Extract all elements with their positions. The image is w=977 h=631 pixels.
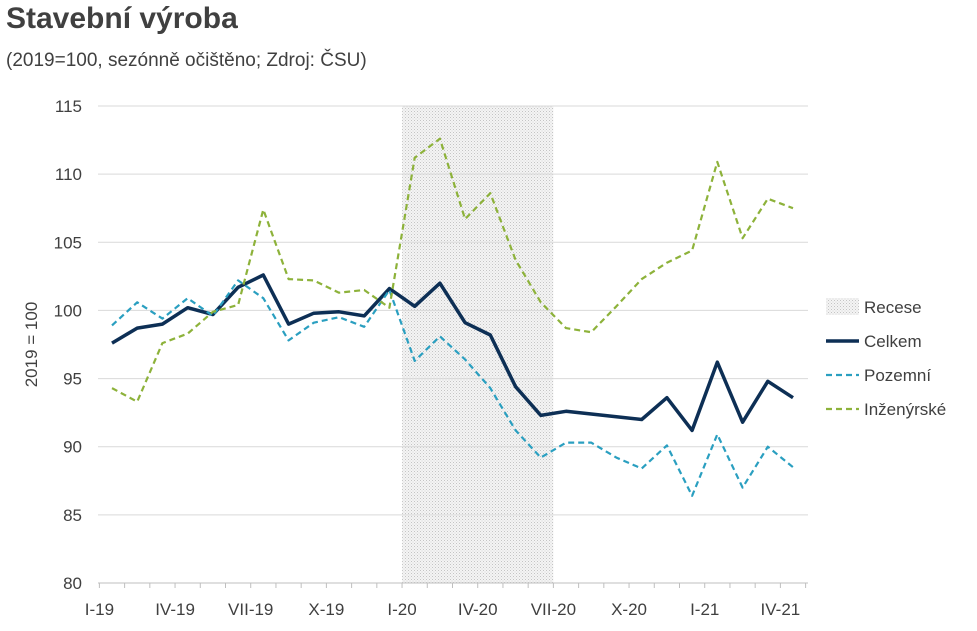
legend-label-pozemní: Pozemní <box>864 366 931 385</box>
series-line-inženýrské <box>111 137 794 403</box>
x-tick-label: IV-20 <box>458 600 498 619</box>
y-axis-label: 2019 = 100 <box>22 302 41 388</box>
x-tick-label: VII-20 <box>531 600 576 619</box>
x-tick-label: X-19 <box>308 600 344 619</box>
series-line-celkem <box>111 273 794 433</box>
y-tick-label: 90 <box>63 438 82 457</box>
y-tick-label: 105 <box>54 233 82 252</box>
y-tick-label: 115 <box>55 97 82 116</box>
x-tick-label: I-20 <box>387 600 416 619</box>
x-tick-label: IV-19 <box>155 600 195 619</box>
legend-label-recese: Recese <box>864 298 922 317</box>
legend-swatch-recese <box>826 298 859 315</box>
y-tick-label: 80 <box>63 574 82 593</box>
y-tick-label: 110 <box>55 165 82 184</box>
y-tick-label: 95 <box>63 370 82 389</box>
y-tick-label: 100 <box>54 301 82 320</box>
x-tick-label: VII-19 <box>228 600 273 619</box>
series-line-pozemní <box>111 279 794 497</box>
x-tick-label: X-20 <box>611 600 647 619</box>
x-tick-label: I-21 <box>690 600 719 619</box>
x-tick-label: I-19 <box>85 600 114 619</box>
chart-title: Stavební výroba <box>6 2 238 35</box>
recession-band <box>402 106 554 583</box>
x-tick-label: IV-21 <box>761 600 801 619</box>
y-tick-label: 85 <box>63 506 82 525</box>
chart-subtitle: (2019=100, sezónně očištěno; Zdroj: ČSU) <box>6 50 367 71</box>
legend-label-celkem: Celkem <box>864 332 922 351</box>
legend-label-inženýrské: Inženýrské <box>864 400 946 419</box>
